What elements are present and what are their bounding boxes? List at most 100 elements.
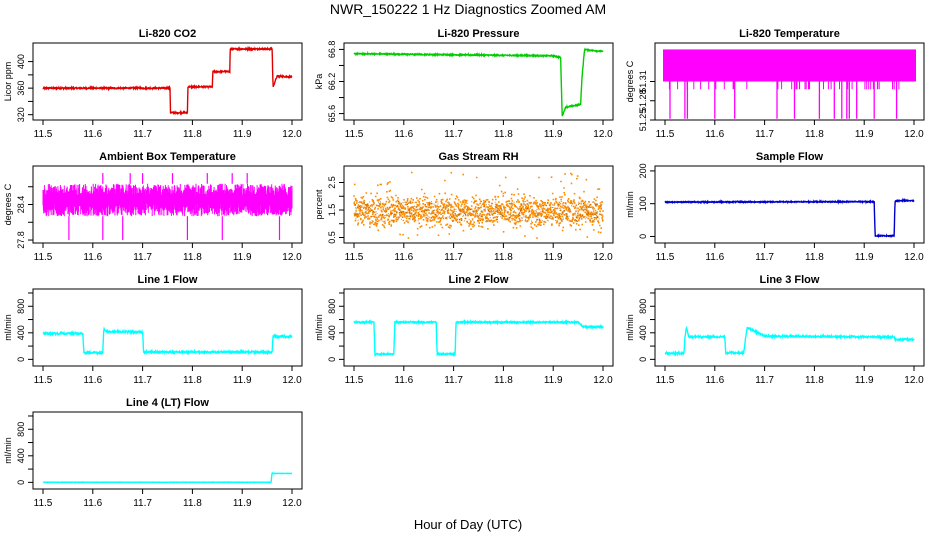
chart-panel-5: Gas Stream RH percent 11.5 11.6 11.7 11.8 11.9… bbox=[314, 151, 614, 263]
x-tick-label: 11.6 bbox=[83, 375, 102, 386]
y-tick-label: 800 bbox=[327, 299, 337, 314]
plot-frame bbox=[32, 42, 303, 121]
x-tick-label: 11.8 bbox=[183, 252, 202, 263]
y-tick-label: 66.2 bbox=[327, 73, 337, 91]
data-drops bbox=[669, 81, 898, 119]
x-tick-label: 11.6 bbox=[83, 129, 102, 140]
x-tick-label: 11.9 bbox=[544, 129, 563, 140]
x-tick-label: 12.0 bbox=[904, 129, 924, 140]
y-axis-label: ml/min bbox=[314, 314, 324, 341]
panel-title: Li-820 Pressure bbox=[438, 28, 520, 40]
x-tick-label: 12.0 bbox=[593, 375, 613, 386]
plot-frame bbox=[343, 165, 614, 244]
plot-data bbox=[353, 171, 604, 239]
plot-data bbox=[42, 472, 293, 484]
x-tick-label: 11.5 bbox=[345, 375, 364, 386]
y-axis-label: ml/min bbox=[3, 437, 13, 464]
y-tick-label: 65.6 bbox=[327, 105, 337, 123]
x-tick-label: 11.6 bbox=[705, 129, 724, 140]
chart-panel-8: Line 2 Flow ml/min 11.5 11.6 11.7 11.8 11.9 12.… bbox=[314, 274, 614, 386]
x-tick-label: 12.0 bbox=[282, 375, 302, 386]
panel-title: Sample Flow bbox=[756, 151, 824, 163]
data-series-line bbox=[664, 197, 915, 239]
x-tick-label: 11.6 bbox=[83, 498, 102, 509]
x-tick-label: 11.9 bbox=[233, 252, 252, 263]
x-tick-label: 11.8 bbox=[183, 498, 202, 509]
y-tick-label: 200 bbox=[638, 163, 648, 178]
x-tick-label: 11.8 bbox=[805, 252, 824, 263]
x-tick-label: 11.5 bbox=[656, 375, 675, 386]
plot-data bbox=[42, 45, 293, 116]
x-tick-label: 11.7 bbox=[444, 129, 463, 140]
x-tick-label: 11.9 bbox=[855, 129, 874, 140]
y-tick-label: 800 bbox=[16, 422, 26, 437]
chart-panel-3: Li-820 Temperature degrees C 11.5 11.6 11.7 1… bbox=[625, 28, 925, 140]
x-tick-label: 11.8 bbox=[494, 375, 513, 386]
plot-frame bbox=[32, 411, 303, 490]
x-tick-label: 11.7 bbox=[755, 375, 774, 386]
y-tick-label: 27.8 bbox=[16, 231, 26, 249]
y-tick-label: 0.5 bbox=[327, 231, 337, 244]
y-tick-label: 320 bbox=[16, 107, 26, 122]
data-band bbox=[663, 49, 916, 82]
y-tick-label: 0 bbox=[638, 234, 648, 239]
x-tick-label: 11.6 bbox=[394, 252, 413, 263]
y-tick-label: 800 bbox=[638, 299, 648, 314]
x-tick-label: 11.7 bbox=[755, 252, 774, 263]
x-tick-label: 11.8 bbox=[183, 375, 202, 386]
data-noise-band bbox=[42, 183, 293, 217]
data-points-dark bbox=[354, 201, 602, 222]
x-tick-label: 11.9 bbox=[855, 375, 874, 386]
figure-title: NWR_150222 1 Hz Diagnostics Zoomed AM bbox=[329, 1, 607, 17]
y-tick-label: 400 bbox=[327, 325, 337, 340]
panel-title: Ambient Box Temperature bbox=[99, 151, 236, 163]
x-tick-label: 12.0 bbox=[282, 129, 302, 140]
y-axis-label: ml/min bbox=[3, 314, 13, 341]
x-tick-label: 11.7 bbox=[133, 252, 152, 263]
y-tick-label: 360 bbox=[16, 81, 26, 96]
x-tick-label: 12.0 bbox=[593, 252, 613, 263]
data-series-line bbox=[353, 47, 604, 117]
x-tick-label: 11.5 bbox=[656, 129, 675, 140]
x-tick-label: 11.5 bbox=[345, 252, 364, 263]
y-axis-label: Licor ppm bbox=[3, 62, 13, 102]
x-tick-label: 11.6 bbox=[394, 375, 413, 386]
y-tick-label: 0 bbox=[638, 357, 648, 362]
x-tick-label: 11.7 bbox=[133, 498, 152, 509]
x-axis-label: Hour of Day (UTC) bbox=[413, 517, 523, 532]
x-tick-label: 12.0 bbox=[282, 252, 302, 263]
x-tick-label: 12.0 bbox=[904, 252, 924, 263]
panel-title: Gas Stream RH bbox=[438, 151, 518, 163]
y-tick-label: 0 bbox=[327, 357, 337, 362]
data-short-drops bbox=[668, 81, 900, 90]
plot-frame bbox=[32, 288, 303, 367]
x-tick-label: 11.5 bbox=[34, 375, 53, 386]
plot-data bbox=[664, 325, 915, 357]
y-tick-label: 400 bbox=[16, 448, 26, 463]
x-tick-label: 11.5 bbox=[345, 129, 364, 140]
chart-panel-10: Line 4 (LT) Flow ml/min 11.5 11.6 11.7 11.8 11… bbox=[3, 397, 303, 509]
x-tick-label: 11.9 bbox=[544, 375, 563, 386]
x-tick-label: 11.7 bbox=[755, 129, 774, 140]
x-tick-label: 11.8 bbox=[805, 375, 824, 386]
y-axis-label: ml/min bbox=[625, 314, 635, 341]
x-tick-label: 11.8 bbox=[805, 129, 824, 140]
data-series-line bbox=[664, 325, 915, 357]
panel-title: Li-820 CO2 bbox=[139, 28, 196, 40]
panel-title: Line 4 (LT) Flow bbox=[126, 397, 209, 409]
chart-panel-6: Sample Flow ml/min 11.5 11.6 11.7 11.8 11.9 12.… bbox=[625, 151, 925, 263]
plot-data bbox=[663, 49, 916, 119]
x-tick-label: 12.0 bbox=[593, 129, 613, 140]
panel-title: Line 3 Flow bbox=[760, 274, 820, 286]
x-tick-label: 11.9 bbox=[855, 252, 874, 263]
y-tick-label: 0 bbox=[16, 480, 26, 485]
data-spikes bbox=[68, 173, 281, 240]
x-tick-label: 11.7 bbox=[444, 375, 463, 386]
y-axis-label: ml/min bbox=[625, 191, 635, 218]
panel-title: Line 1 Flow bbox=[138, 274, 198, 286]
x-tick-label: 11.5 bbox=[34, 129, 53, 140]
chart-panel-9: Line 3 Flow ml/min 11.5 11.6 11.7 11.8 11.9 12.… bbox=[625, 274, 925, 386]
panel-title: Line 2 Flow bbox=[449, 274, 509, 286]
chart-panel-4: Ambient Box Temperature degrees C 11.5 11.6… bbox=[3, 151, 303, 263]
